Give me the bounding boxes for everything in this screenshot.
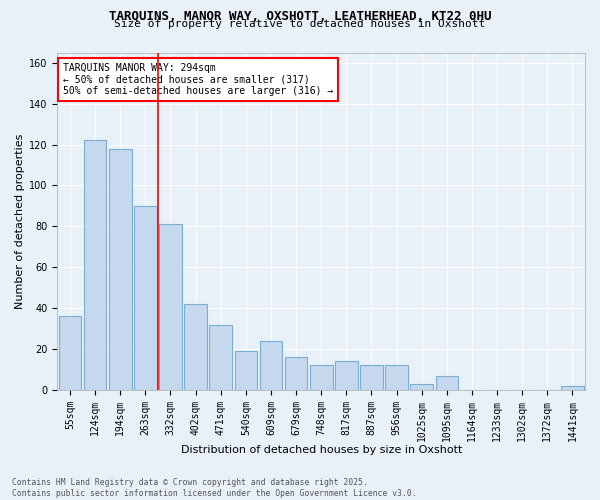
Bar [109, 148, 131, 390]
Bar [159, 224, 182, 390]
Text: TARQUINS MANOR WAY: 294sqm
← 50% of detached houses are smaller (317)
50% of sem: TARQUINS MANOR WAY: 294sqm ← 50% of deta… [62, 62, 333, 96]
Text: TARQUINS, MANOR WAY, OXSHOTT, LEATHERHEAD, KT22 0HU: TARQUINS, MANOR WAY, OXSHOTT, LEATHERHEA… [109, 10, 491, 23]
X-axis label: Distribution of detached houses by size in Oxshott: Distribution of detached houses by size … [181, 445, 462, 455]
Bar [134, 206, 157, 390]
Bar [184, 304, 207, 390]
Bar [285, 358, 307, 390]
Bar [84, 140, 106, 390]
Bar [385, 366, 408, 390]
Bar [235, 351, 257, 390]
Bar [410, 384, 433, 390]
Bar [360, 366, 383, 390]
Bar [335, 362, 358, 390]
Bar [260, 341, 282, 390]
Bar [209, 324, 232, 390]
Bar [436, 376, 458, 390]
Text: Contains HM Land Registry data © Crown copyright and database right 2025.
Contai: Contains HM Land Registry data © Crown c… [12, 478, 416, 498]
Bar [561, 386, 584, 390]
Bar [310, 366, 332, 390]
Text: Size of property relative to detached houses in Oxshott: Size of property relative to detached ho… [115, 19, 485, 29]
Y-axis label: Number of detached properties: Number of detached properties [15, 134, 25, 309]
Bar [59, 316, 81, 390]
